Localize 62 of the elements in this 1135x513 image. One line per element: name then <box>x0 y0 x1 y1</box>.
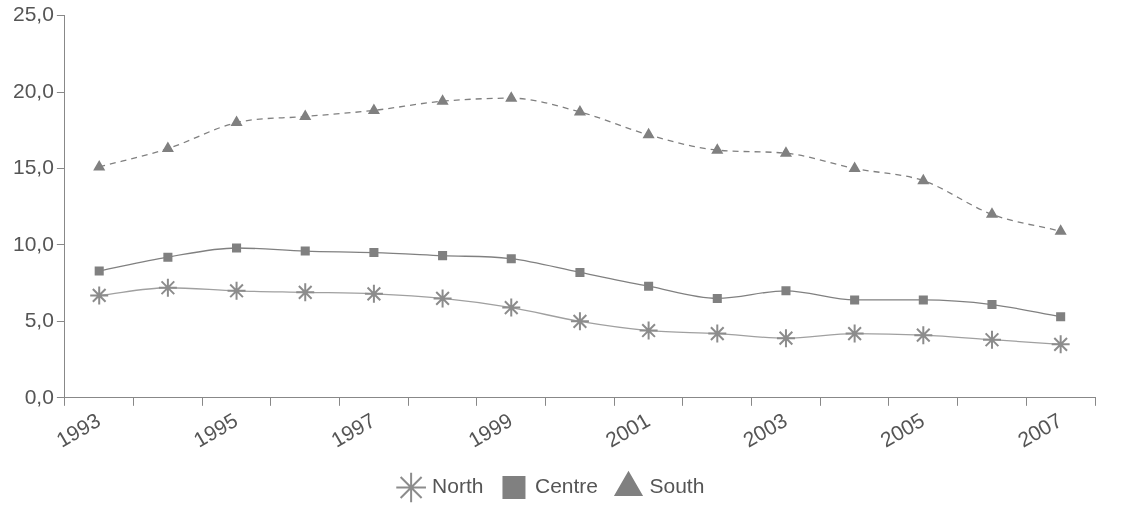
point <box>368 104 380 114</box>
x-tick-label: 2007 <box>1013 408 1066 452</box>
point <box>643 128 654 139</box>
x-tick-label: 2001 <box>601 408 654 452</box>
point <box>1050 334 1071 355</box>
x-tick-label: 1993 <box>52 408 105 452</box>
point <box>644 281 654 291</box>
point <box>775 328 796 349</box>
point <box>913 325 934 346</box>
point <box>94 266 104 276</box>
point <box>987 300 997 310</box>
point <box>781 286 791 296</box>
point <box>575 267 585 277</box>
point <box>295 282 316 303</box>
y-tick-label: 10,0 <box>13 231 54 255</box>
point <box>986 208 998 218</box>
y-tick-label: 0,0 <box>24 384 54 408</box>
y-tick-label: 15,0 <box>13 155 54 179</box>
x-tick-label: 2005 <box>876 408 929 452</box>
point <box>1055 225 1066 235</box>
point <box>231 116 242 127</box>
point <box>711 144 723 154</box>
y-tick-label: 20,0 <box>13 78 54 102</box>
point <box>89 285 110 306</box>
legend-label: North <box>432 474 484 498</box>
point <box>917 174 929 185</box>
point <box>574 105 586 116</box>
x-tick-label: 2003 <box>738 408 791 452</box>
point <box>849 162 860 172</box>
legend-label: Centre <box>534 474 598 498</box>
point <box>1056 312 1066 322</box>
legend-label: South <box>649 474 705 498</box>
point <box>157 277 178 298</box>
x-tick-label: 1995 <box>189 408 242 452</box>
point <box>707 323 728 344</box>
point <box>506 254 516 264</box>
y-tick-label: 5,0 <box>24 308 54 332</box>
y-tick-label: 25,0 <box>13 2 54 26</box>
point <box>438 251 448 261</box>
x-tick-label: 1999 <box>464 408 517 452</box>
point <box>918 295 928 305</box>
point <box>232 243 242 253</box>
point <box>638 320 659 341</box>
point <box>299 110 311 121</box>
point <box>844 323 865 344</box>
point <box>569 311 590 332</box>
point <box>300 246 310 256</box>
point <box>437 95 448 105</box>
point <box>162 142 174 153</box>
point <box>981 329 1002 350</box>
point <box>363 283 384 304</box>
point <box>93 160 105 171</box>
point <box>226 280 247 301</box>
point <box>369 248 379 258</box>
point <box>163 252 173 262</box>
point <box>712 293 722 303</box>
point <box>505 92 517 102</box>
point <box>850 295 860 305</box>
point <box>501 297 522 318</box>
point <box>432 288 453 309</box>
x-tick-label: 1997 <box>326 408 379 452</box>
point <box>780 147 792 157</box>
